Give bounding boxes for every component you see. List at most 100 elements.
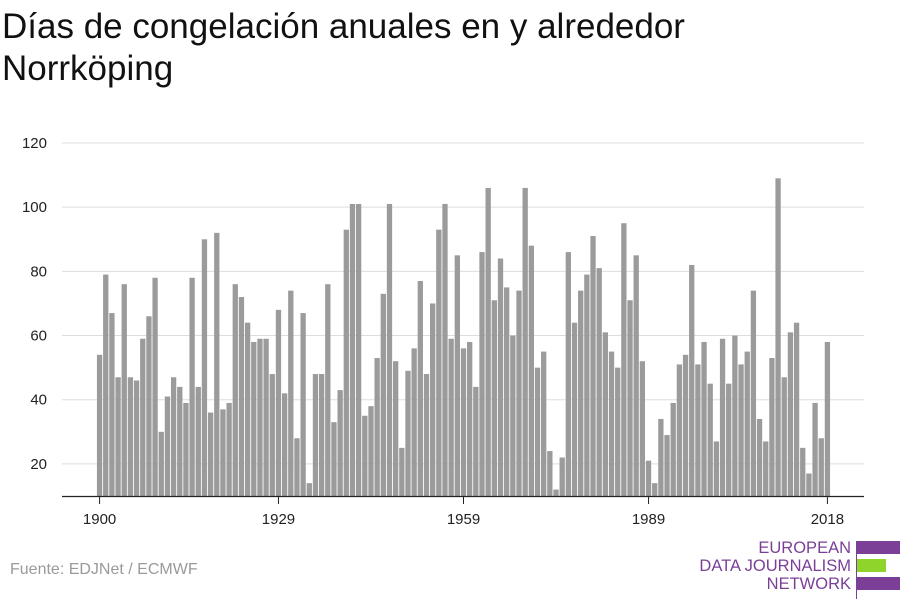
bar xyxy=(565,252,571,496)
bar xyxy=(380,293,386,496)
bar xyxy=(756,418,763,496)
bar xyxy=(411,348,417,496)
bar xyxy=(559,457,565,496)
bar xyxy=(423,374,430,496)
x-tick-label: 1989 xyxy=(632,511,665,528)
bar xyxy=(158,431,164,496)
x-tick-label: 2018 xyxy=(811,511,844,528)
bar xyxy=(504,287,510,496)
x-tick-label: 1900 xyxy=(83,511,116,528)
bar xyxy=(695,364,701,496)
bar xyxy=(522,187,528,496)
bar xyxy=(300,313,306,496)
bar xyxy=(170,377,177,496)
logo-text-line1: EUROPEAN xyxy=(758,539,851,557)
bar xyxy=(615,367,621,496)
logo-bar-purple-bottom xyxy=(857,577,900,590)
bar xyxy=(818,438,824,496)
bar xyxy=(732,335,738,496)
bar xyxy=(152,277,158,496)
logo-text-line2: DATA JOURNALISM xyxy=(699,557,851,575)
bar xyxy=(707,383,713,496)
y-tick-label: 60 xyxy=(30,328,47,345)
bar xyxy=(232,284,238,496)
x-tick-label: 1929 xyxy=(262,511,295,528)
bar xyxy=(454,255,460,496)
bar xyxy=(331,422,337,496)
bar xyxy=(177,386,183,496)
chart-title: Días de congelación anuales en y alreded… xyxy=(2,7,685,88)
bar xyxy=(516,290,522,496)
bar xyxy=(621,223,627,497)
bar xyxy=(417,280,423,496)
bar xyxy=(596,268,602,496)
bar xyxy=(744,351,750,496)
bar xyxy=(787,332,794,496)
bar xyxy=(652,483,658,496)
bar xyxy=(763,441,769,496)
bar xyxy=(775,178,781,497)
bar xyxy=(738,364,744,496)
bar xyxy=(121,284,127,496)
bar xyxy=(781,377,787,496)
bar xyxy=(497,258,504,496)
bar xyxy=(547,451,553,496)
bar xyxy=(553,489,559,496)
bar xyxy=(343,229,349,496)
bar xyxy=(349,203,356,496)
y-tick-label: 40 xyxy=(30,392,47,409)
bar xyxy=(115,377,121,496)
bar xyxy=(473,386,479,496)
bar xyxy=(639,361,646,496)
bar xyxy=(590,236,596,496)
bar xyxy=(140,338,146,496)
bar xyxy=(133,380,140,496)
edjnet-logo: EUROPEAN DATA JOURNALISM NETWORK xyxy=(699,538,900,599)
bar xyxy=(769,358,775,496)
bar xyxy=(362,415,368,496)
bar xyxy=(269,374,275,496)
bar xyxy=(325,284,331,496)
logo-text-line3: NETWORK xyxy=(766,575,851,593)
bar xyxy=(189,277,195,496)
bar xyxy=(294,438,300,496)
bar xyxy=(442,203,448,496)
y-tick-label: 100 xyxy=(22,199,47,216)
bar xyxy=(806,473,812,496)
bar xyxy=(571,322,578,496)
bar xyxy=(355,203,362,496)
logo-bar-green xyxy=(857,559,886,572)
bar xyxy=(393,361,399,496)
bar xyxy=(510,335,516,496)
bar xyxy=(750,290,757,496)
bar xyxy=(275,309,282,496)
bar xyxy=(337,390,343,496)
bar xyxy=(701,341,707,496)
bar xyxy=(534,367,541,496)
bar xyxy=(719,338,726,496)
bar xyxy=(281,393,288,496)
logo-divider xyxy=(856,541,857,599)
bar xyxy=(226,402,232,496)
bar xyxy=(436,229,442,496)
axes: 20 40 60 80 100 120 1900 1929 1959 1989 2018 xyxy=(22,135,864,528)
bar xyxy=(207,412,214,496)
bar xyxy=(824,341,831,496)
bar xyxy=(528,245,534,496)
bar xyxy=(183,402,189,496)
bar xyxy=(164,396,171,496)
bar xyxy=(238,297,245,496)
bar xyxy=(220,409,226,496)
bar xyxy=(664,435,670,496)
bar xyxy=(726,383,732,496)
bar xyxy=(682,354,689,496)
bar xyxy=(460,348,467,496)
bar xyxy=(127,377,134,496)
bar xyxy=(602,332,609,496)
bar xyxy=(368,406,374,496)
bar xyxy=(195,386,201,496)
bar xyxy=(288,290,294,496)
bar xyxy=(109,313,115,496)
bar xyxy=(251,341,257,496)
